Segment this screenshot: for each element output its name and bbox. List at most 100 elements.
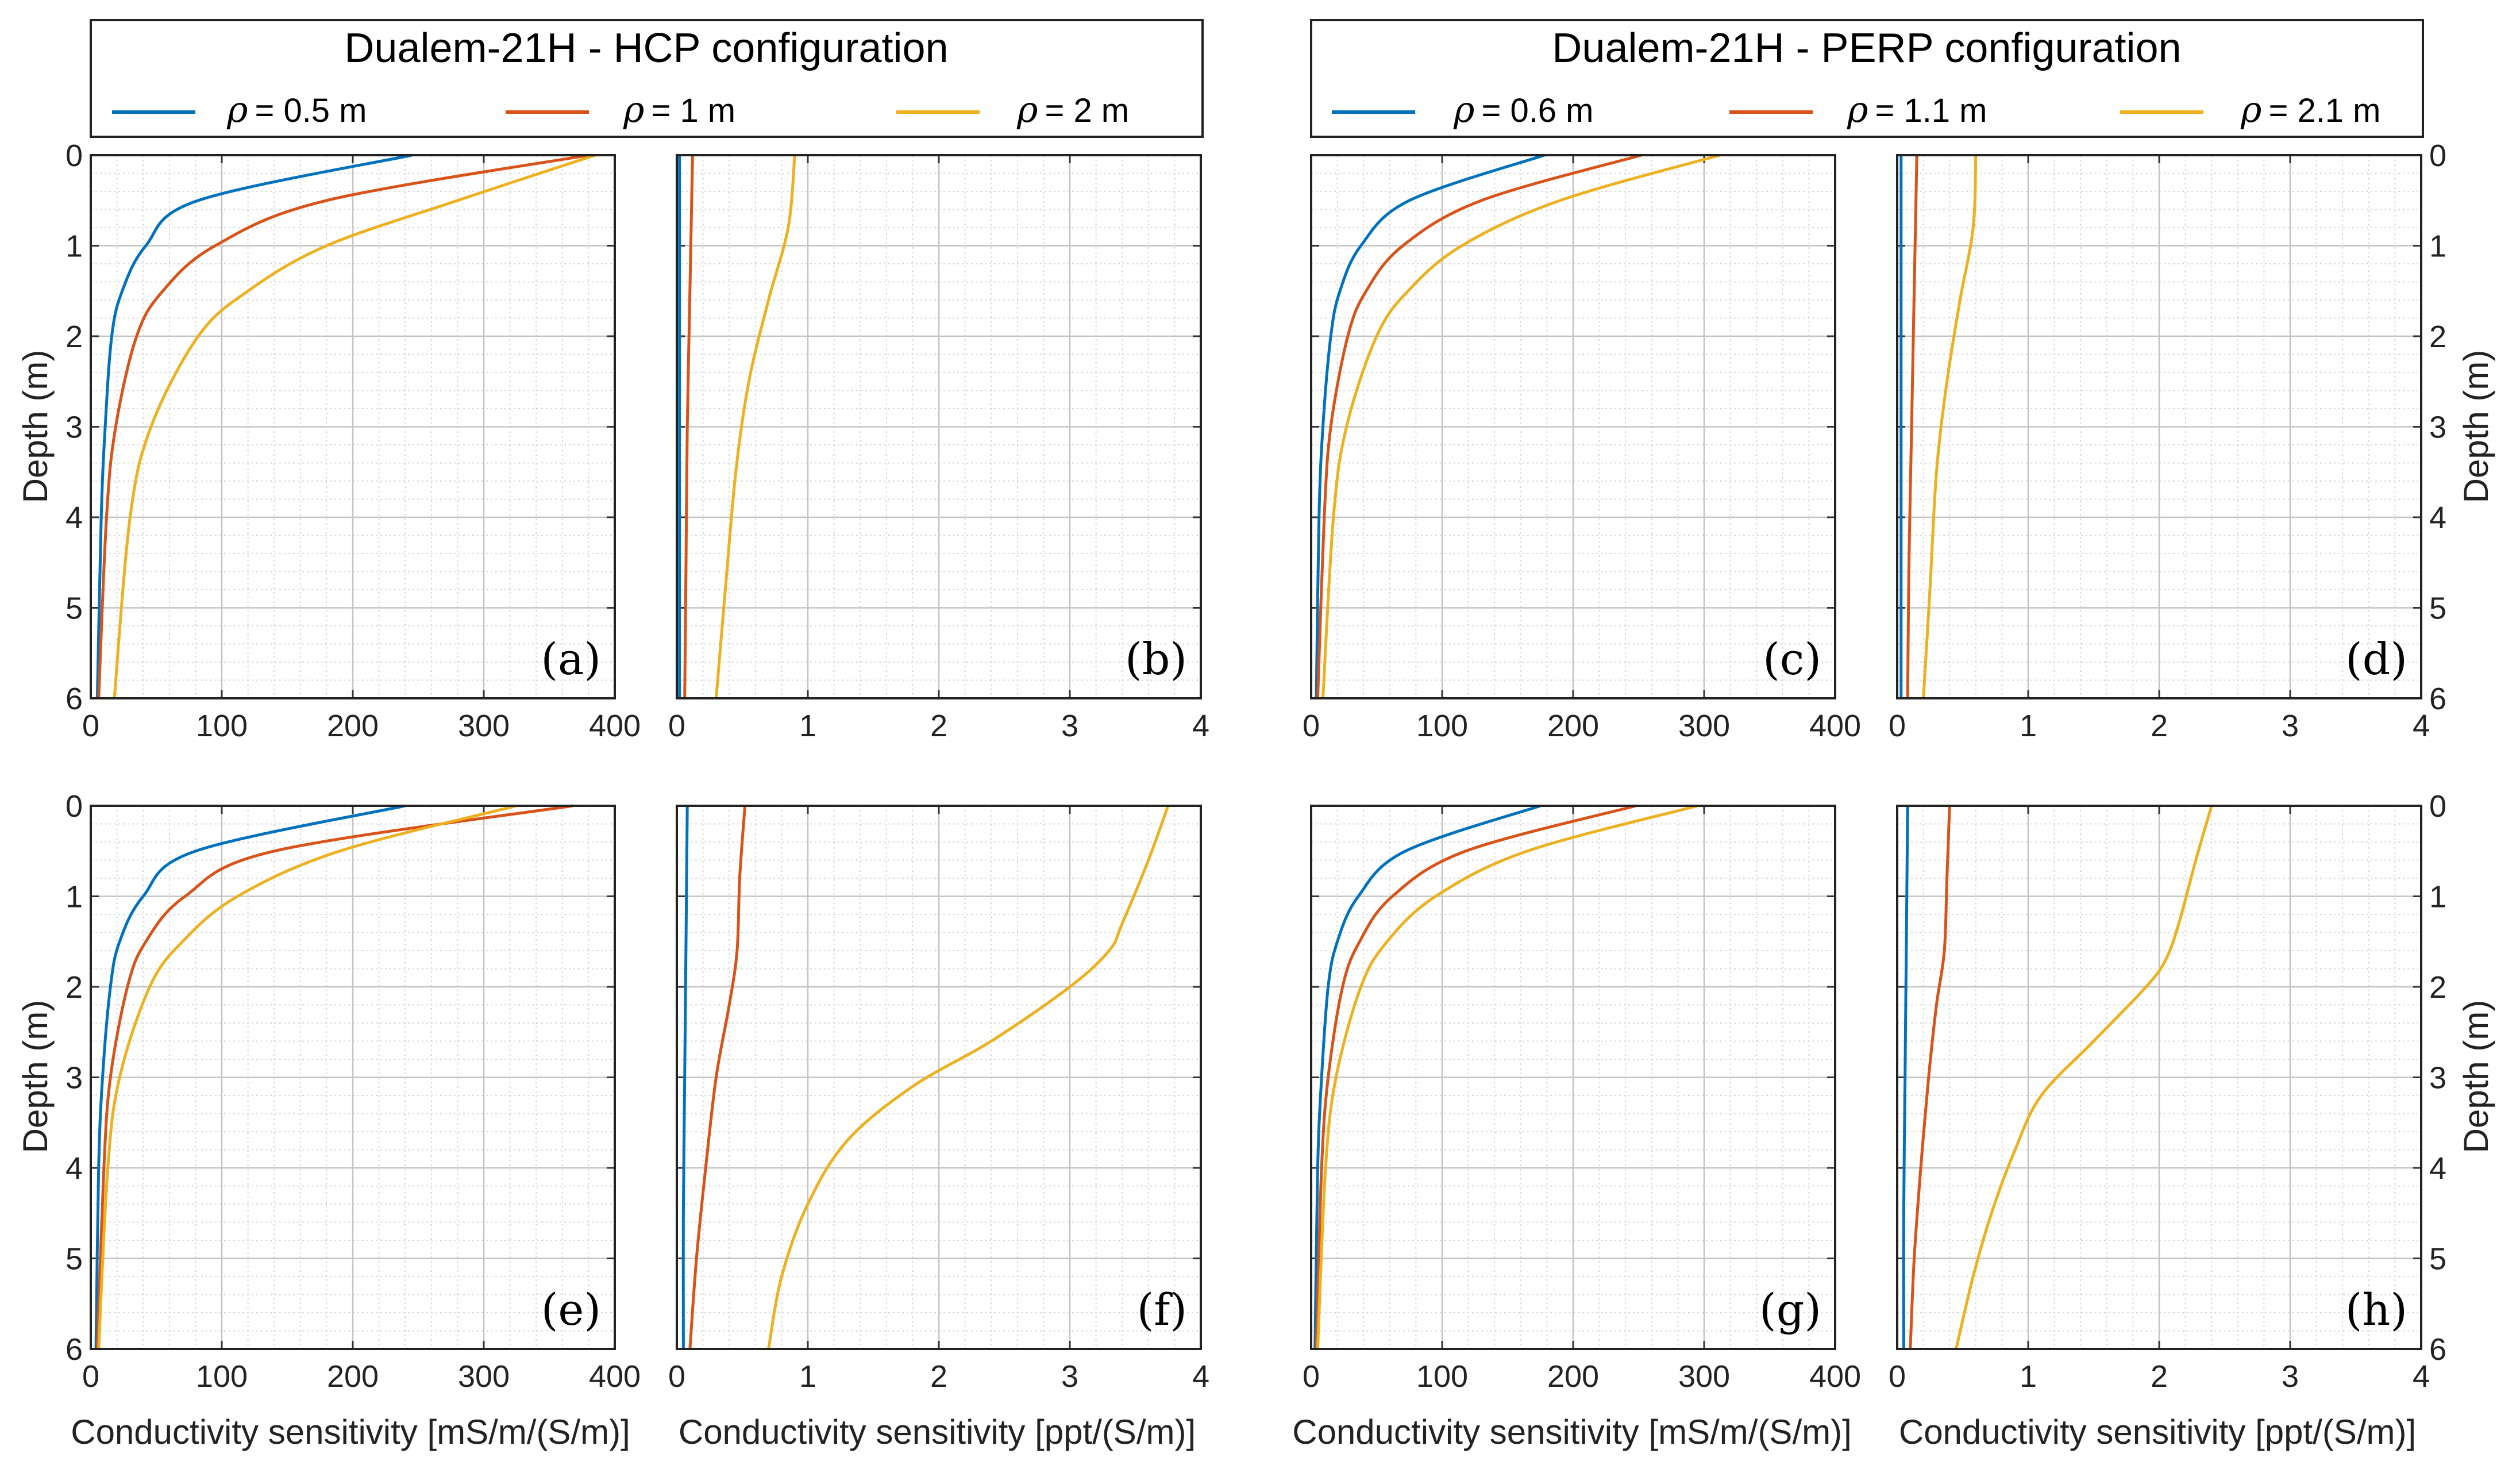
y-tick-label: 1 bbox=[65, 229, 83, 264]
panel-b: 0 1 2 3 4(b) bbox=[668, 154, 1209, 743]
panel-c-series-2-line bbox=[1316, 153, 1642, 699]
x-tick-label: 0 bbox=[1889, 709, 1906, 743]
y-tick-label: 1 bbox=[65, 880, 83, 914]
panel-f-series-1-line bbox=[681, 805, 689, 1349]
y-tick-label: 3 bbox=[65, 410, 83, 445]
panel-e-frame bbox=[90, 805, 616, 1350]
y-tick-label: 0 bbox=[65, 139, 83, 173]
x-tick-label: 100 bbox=[1416, 709, 1468, 743]
y-tick-label: 5 bbox=[2429, 1242, 2446, 1277]
panel-e: 0 100 200 300 400 0 1 2 3 4 5 6 (e) bbox=[65, 789, 641, 1394]
panel-f-label: (f) bbox=[1137, 1284, 1187, 1335]
panel-b-series-3-line bbox=[714, 155, 796, 699]
panel-g: 0 100 200 300 400 (g) bbox=[1303, 804, 1861, 1394]
panel-h: 0 1 2 3 4 0 1 2 3 4 5 6 (h) bbox=[1889, 789, 2446, 1394]
y-tick-label: 2 bbox=[65, 320, 83, 354]
x-tick-label: 400 bbox=[1809, 1359, 1861, 1394]
y-tick-label: 6 bbox=[65, 682, 83, 716]
panel-a-label: (a) bbox=[541, 633, 601, 685]
x-tick-label: 1 bbox=[2020, 709, 2037, 743]
y-tick-label: 6 bbox=[2429, 1332, 2446, 1367]
x-tick-label: 4 bbox=[1192, 709, 1209, 743]
panel-a-frame bbox=[90, 154, 616, 699]
x-tick-label: 0 bbox=[668, 1359, 685, 1394]
y-tick-label: 2 bbox=[65, 970, 83, 1005]
x-tick-label: 300 bbox=[1678, 709, 1730, 743]
x-tick-label: 4 bbox=[1192, 1359, 1209, 1394]
y-tick-label: 5 bbox=[65, 591, 83, 626]
x-tick-label: 3 bbox=[1061, 1359, 1078, 1394]
x-tick-label: 2 bbox=[930, 1359, 947, 1394]
x-tick-label: 4 bbox=[2413, 709, 2430, 743]
panel-c: 0 100 200 300 400 (c) bbox=[1303, 153, 1861, 743]
x-tick-label: 200 bbox=[1547, 1359, 1599, 1394]
y-tick-label: 3 bbox=[65, 1061, 83, 1095]
panel-b-frame bbox=[676, 154, 1202, 699]
x-tick-label: 3 bbox=[1061, 709, 1078, 743]
x-tick-label: 300 bbox=[1678, 1359, 1730, 1394]
panel-b-label: (b) bbox=[1125, 633, 1187, 685]
x-tick-label: 2 bbox=[2151, 1359, 2168, 1394]
panel-e-series-1-line bbox=[94, 804, 406, 1349]
legend-perp-entry-2: ρ = 1.1 m bbox=[1847, 89, 1987, 130]
x-tick-label: 4 bbox=[2413, 1359, 2430, 1394]
x-tick-label: 0 bbox=[82, 1359, 99, 1394]
x-tick-label: 3 bbox=[2282, 1359, 2299, 1394]
panel-f-series-2-line bbox=[688, 805, 747, 1349]
y-tick-label: 4 bbox=[65, 501, 83, 535]
x-tick-label: 0 bbox=[1889, 1359, 1906, 1394]
x-tick-label: 400 bbox=[589, 709, 641, 743]
x-tick-label: 1 bbox=[799, 1359, 816, 1394]
panel-d: 0 1 2 3 4 0 1 2 3 4 5 6 (d) bbox=[1889, 139, 2446, 743]
panel-e-series-3-line bbox=[97, 804, 517, 1349]
x-tick-label: 200 bbox=[1547, 709, 1599, 743]
panel-d-series-3-line bbox=[1922, 155, 1978, 699]
y-tick-label: 0 bbox=[65, 789, 83, 824]
panel-h-label: (h) bbox=[2345, 1284, 2407, 1335]
panel-g-series-3-line bbox=[1316, 804, 1698, 1349]
panel-g-frame bbox=[1310, 805, 1836, 1350]
legend-hcp-title: Dualem-21H - HCP configuration bbox=[344, 25, 948, 71]
x-tick-label: 300 bbox=[458, 1359, 510, 1394]
y-tick-label: 0 bbox=[2429, 789, 2446, 824]
x-axis-label-g: Conductivity sensitivity [mS/m/(S/m)] bbox=[1292, 1413, 1852, 1451]
panel-d-series-2-line bbox=[1906, 155, 1918, 699]
x-tick-label: 300 bbox=[458, 709, 510, 743]
panel-b-series-2-line bbox=[683, 155, 694, 699]
y-tick-label: 5 bbox=[2429, 591, 2446, 626]
panel-c-series-3-line bbox=[1321, 153, 1721, 699]
x-tick-label: 200 bbox=[327, 1359, 379, 1394]
panel-h-series-2-line bbox=[1909, 805, 1951, 1349]
panel-h-series-1-line bbox=[1902, 805, 1909, 1349]
y-tick-label: 3 bbox=[2429, 1061, 2446, 1095]
x-tick-label: 400 bbox=[589, 1359, 641, 1394]
panel-g-series-2-line bbox=[1315, 804, 1637, 1349]
x-tick-label: 100 bbox=[196, 1359, 248, 1394]
x-tick-label: 400 bbox=[1809, 709, 1861, 743]
x-tick-label: 1 bbox=[799, 709, 816, 743]
y-tick-label: 1 bbox=[2429, 880, 2446, 914]
x-tick-label: 100 bbox=[196, 709, 248, 743]
x-tick-label: 0 bbox=[1303, 1359, 1320, 1394]
legend-hcp-frame bbox=[90, 19, 1204, 138]
panel-h-frame bbox=[1896, 805, 2422, 1350]
y-tick-label: 6 bbox=[65, 1332, 83, 1367]
y-axis-label-bottom-left: Depth (m) bbox=[16, 1000, 55, 1154]
panel-a: 0 100 200 300 400 0 1 2 3 4 5 6 (a) bbox=[65, 139, 641, 743]
y-tick-label: 4 bbox=[2429, 501, 2446, 535]
panel-g-series-1-line bbox=[1313, 804, 1541, 1349]
y-tick-label: 5 bbox=[65, 1242, 83, 1277]
panel-d-label: (d) bbox=[2345, 633, 2407, 685]
panel-f: 0 1 2 3 4(f) bbox=[668, 805, 1209, 1394]
panel-h-series-3-line bbox=[1955, 805, 2213, 1349]
y-tick-label: 2 bbox=[2429, 970, 2446, 1005]
panel-c-label: (c) bbox=[1763, 633, 1821, 685]
panel-g-label: (g) bbox=[1759, 1284, 1821, 1335]
panel-c-frame bbox=[1310, 154, 1836, 699]
x-tick-label: 2 bbox=[2151, 709, 2168, 743]
y-tick-label: 0 bbox=[2429, 139, 2446, 173]
y-tick-label: 6 bbox=[2429, 682, 2446, 716]
x-tick-label: 3 bbox=[2282, 709, 2299, 743]
y-tick-label: 4 bbox=[2429, 1151, 2446, 1186]
